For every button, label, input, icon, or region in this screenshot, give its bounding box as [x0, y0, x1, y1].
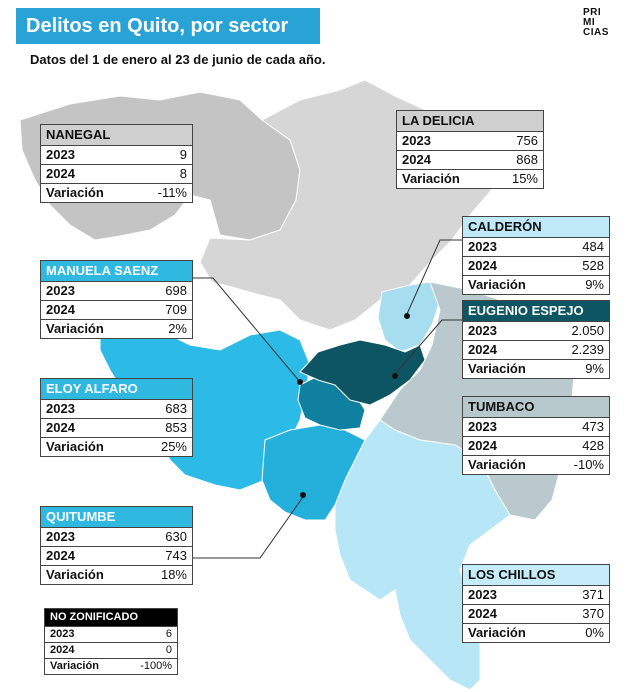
year-label: 2024 — [46, 302, 75, 317]
year-label: 2024 — [46, 420, 75, 435]
year-label: 2024 — [468, 438, 497, 453]
sector-name: NANEGAL — [41, 125, 192, 146]
variation-value: -10% — [573, 457, 604, 472]
value-2024: 528 — [582, 258, 604, 273]
leader-dot-eugenio — [392, 373, 398, 379]
variation-label: Variación — [46, 185, 104, 200]
variation-value: 0% — [585, 625, 604, 640]
variation-label: Variación — [46, 439, 104, 454]
leader-line-calderon — [406, 239, 462, 315]
variation-value: -100% — [140, 660, 172, 672]
value-2023: 630 — [165, 529, 187, 544]
value-2024: 709 — [165, 302, 187, 317]
sector-name: LOS CHILLOS — [463, 565, 609, 586]
value-2023: 484 — [582, 239, 604, 254]
variation-label: Variación — [402, 171, 460, 186]
variation-value: 2% — [168, 321, 187, 336]
leader-dot-manuela — [297, 379, 303, 385]
brand-logo: PRI MI CIAS — [583, 8, 623, 38]
variation-label: Variación — [468, 625, 526, 640]
value-2023: 473 — [582, 419, 604, 434]
year-label: 2023 — [402, 133, 431, 148]
year-label: 2023 — [46, 147, 75, 162]
year-label: 2023 — [468, 419, 497, 434]
variation-label: Variación — [50, 660, 99, 672]
leader-line-manuela — [193, 277, 301, 383]
sector-name: TUMBACO — [463, 397, 609, 418]
year-label: 2024 — [468, 606, 497, 621]
value-2023: 9 — [179, 147, 187, 162]
sector-box-la-delicia: LA DELICIA 2023 756 2024 868 Variación 15% — [396, 110, 544, 189]
sector-box-no-zonificado: NO ZONIFICADO 2023 6 2024 0 Variación -100% — [44, 608, 178, 675]
value-2023: 2.050 — [571, 323, 604, 338]
year-label: 2023 — [46, 529, 75, 544]
year-label: 2024 — [46, 166, 75, 181]
value-2024: 868 — [516, 152, 538, 167]
leader-line-quitumbe — [193, 496, 304, 559]
year-label: 2024 — [402, 152, 431, 167]
variation-label: Variación — [46, 321, 104, 336]
value-2024: 370 — [582, 606, 604, 621]
value-2024: 743 — [165, 548, 187, 563]
sector-name: QUITUMBE — [41, 507, 192, 528]
year-label: 2023 — [46, 283, 75, 298]
year-label: 2023 — [468, 323, 497, 338]
sector-box-nanegal: NANEGAL 2023 9 2024 8 Variación -11% — [40, 124, 193, 203]
value-2023: 756 — [516, 133, 538, 148]
value-2023: 698 — [165, 283, 187, 298]
value-2024: 853 — [165, 420, 187, 435]
sector-box-quitumbe: QUITUMBE 2023 630 2024 743 Variación 18% — [40, 506, 193, 585]
region-eugenio-espejo[interactable] — [299, 339, 426, 406]
variation-value: 9% — [585, 361, 604, 376]
year-label: 2023 — [468, 239, 497, 254]
page-title: Delitos en Quito, por sector — [16, 8, 320, 44]
sector-box-eugenio-espejo: EUGENIO ESPEJO 2023 2.050 2024 2.239 Varia… — [462, 300, 610, 379]
value-2024: 2.239 — [571, 342, 604, 357]
variation-value: 18% — [160, 567, 187, 582]
variation-value: 15% — [511, 171, 538, 186]
sector-box-eloy-alfaro: ELOY ALFARO 2023 683 2024 853 Variación 25% — [40, 378, 193, 457]
value-2023: 6 — [165, 628, 172, 640]
variation-label: Variación — [468, 277, 526, 292]
year-label: 2024 — [468, 258, 497, 273]
year-label: 2024 — [468, 342, 497, 357]
page-subtitle: Datos del 1 de enero al 23 de junio de c… — [30, 52, 326, 67]
variation-label: Variación — [468, 361, 526, 376]
variation-label: Variación — [46, 567, 104, 582]
logo-line: CIAS — [583, 27, 609, 38]
value-2023: 683 — [165, 401, 187, 416]
year-label: 2024 — [50, 644, 75, 656]
value-2024: 428 — [582, 438, 604, 453]
leader-dot-quitumbe — [300, 492, 306, 498]
variation-label: Variación — [468, 457, 526, 472]
value-2024: 0 — [165, 644, 172, 656]
logo-line: MI — [583, 17, 596, 28]
year-label: 2024 — [46, 548, 75, 563]
leader-dot-calderon — [404, 313, 410, 319]
sector-box-tumbaco: TUMBACO 2023 473 2024 428 Variación -10% — [462, 396, 610, 475]
sector-name: MANUELA SAENZ — [41, 261, 192, 282]
sector-box-calderon: CALDERÓN 2023 484 2024 528 Variación 9% — [462, 216, 610, 295]
sector-box-los-chillos: LOS CHILLOS 2023 371 2024 370 Variación 0% — [462, 564, 610, 643]
variation-value: -11% — [157, 185, 187, 200]
variation-value: 25% — [160, 439, 187, 454]
sector-name: EUGENIO ESPEJO — [463, 301, 609, 322]
value-2023: 371 — [582, 587, 604, 602]
year-label: 2023 — [50, 628, 75, 640]
variation-value: 9% — [585, 277, 604, 292]
year-label: 2023 — [468, 587, 497, 602]
sector-name: NO ZONIFICADO — [45, 609, 177, 627]
value-2024: 8 — [179, 166, 187, 181]
sector-name: ELOY ALFARO — [41, 379, 192, 400]
sector-name: LA DELICIA — [397, 111, 543, 132]
leader-line-eugenio — [394, 319, 462, 375]
year-label: 2023 — [46, 401, 75, 416]
logo-line: PRI — [583, 7, 602, 18]
sector-name: CALDERÓN — [463, 217, 609, 238]
sector-box-manuela-saenz: MANUELA SAENZ 2023 698 2024 709 Variación 2… — [40, 260, 193, 339]
